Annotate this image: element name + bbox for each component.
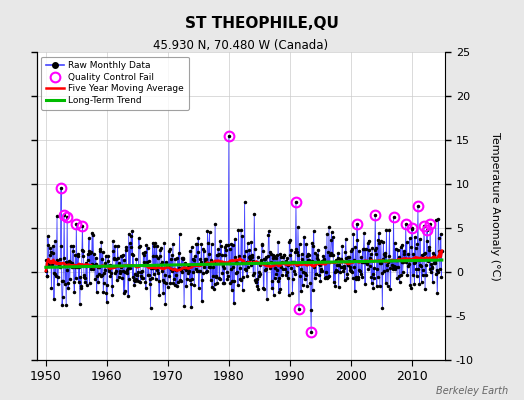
Text: Berkeley Earth: Berkeley Earth	[436, 386, 508, 396]
Y-axis label: Temperature Anomaly (°C): Temperature Anomaly (°C)	[490, 132, 500, 280]
Legend: Raw Monthly Data, Quality Control Fail, Five Year Moving Average, Long-Term Tren: Raw Monthly Data, Quality Control Fail, …	[41, 56, 189, 110]
Text: ST THEOPHILE,QU: ST THEOPHILE,QU	[185, 16, 339, 31]
Title: 45.930 N, 70.480 W (Canada): 45.930 N, 70.480 W (Canada)	[154, 39, 329, 52]
